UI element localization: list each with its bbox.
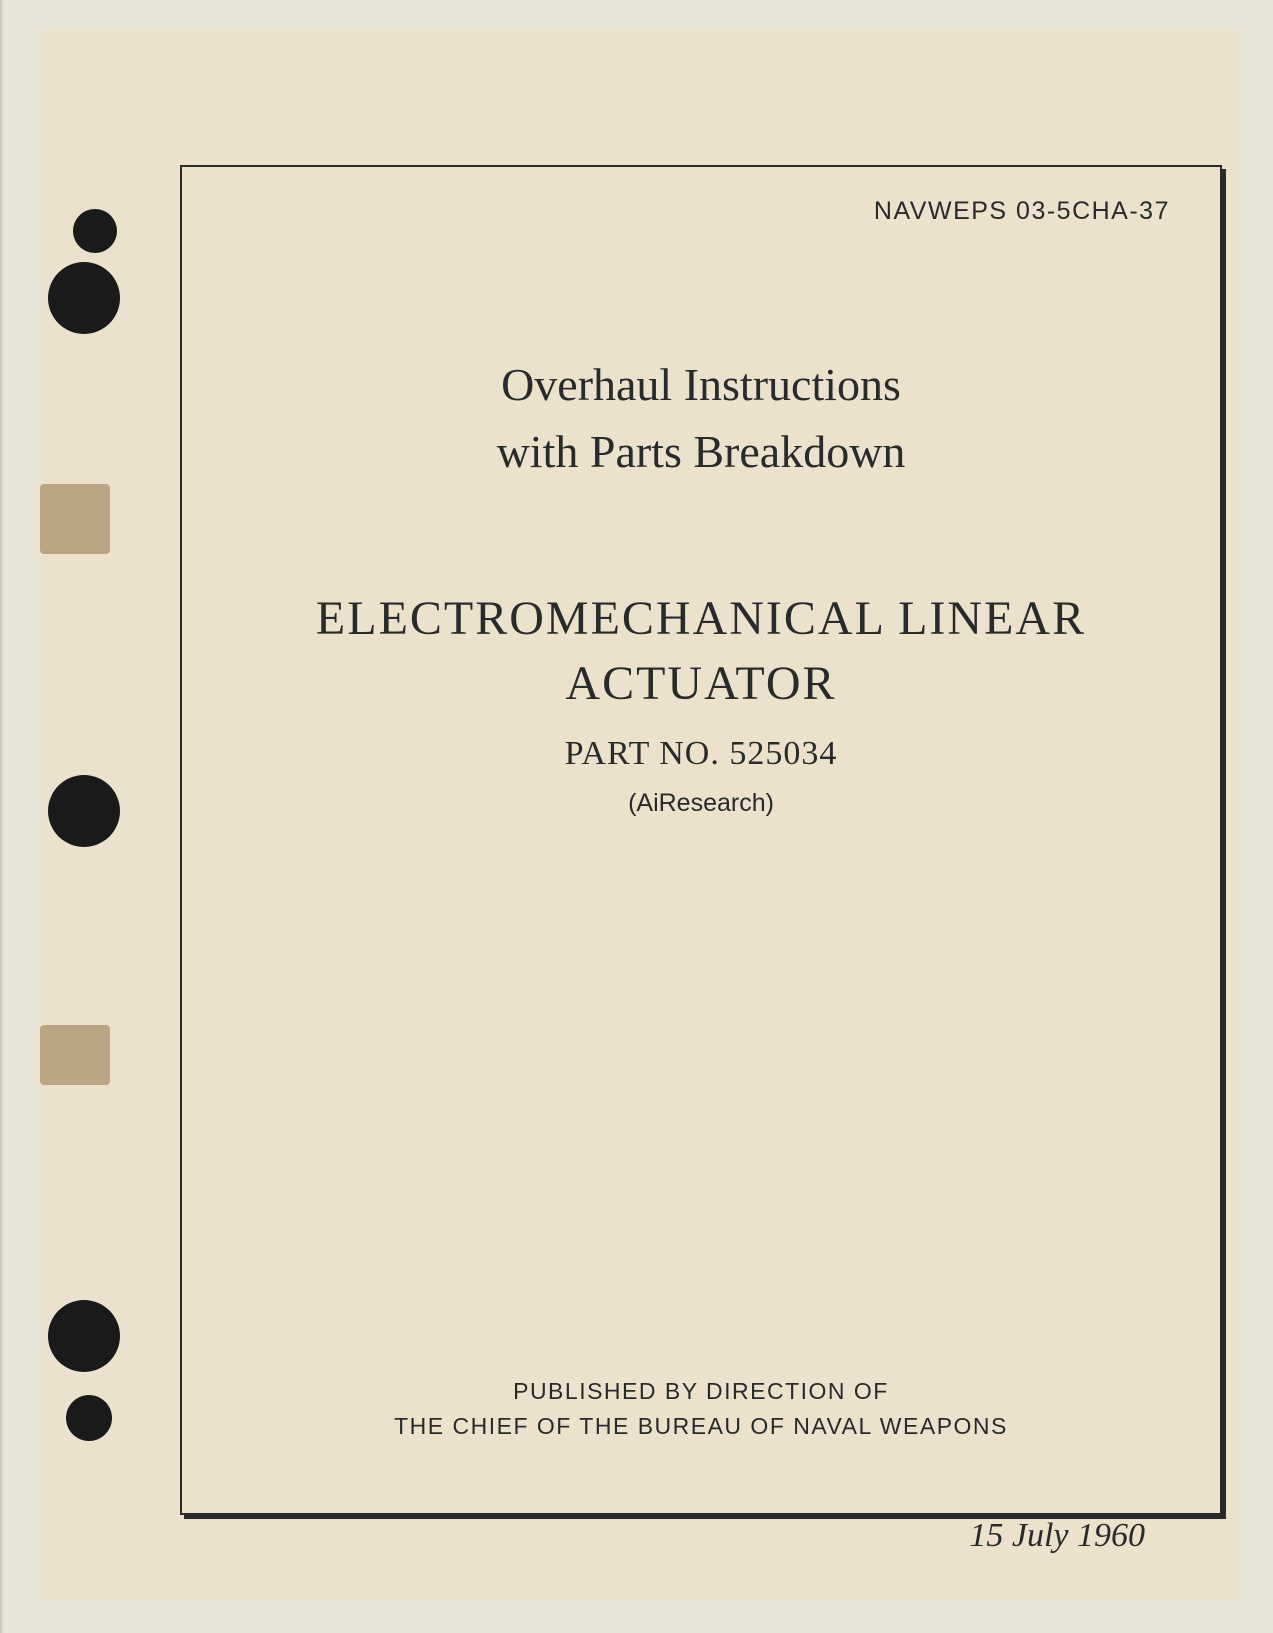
- part-number: PART NO. 525034: [182, 735, 1220, 773]
- document-subtitle: Overhaul Instructions with Parts Breakdo…: [182, 352, 1220, 485]
- document-date: 15 July 1960: [969, 1517, 1145, 1555]
- manufacturer: (AiResearch): [182, 789, 1220, 818]
- staple-mark: [40, 1025, 110, 1085]
- staple-mark: [40, 484, 110, 554]
- subtitle-line: with Parts Breakdown: [182, 419, 1220, 486]
- publisher-line: THE CHIEF OF THE BUREAU OF NAVAL WEAPONS: [182, 1409, 1220, 1444]
- page-edge-shadow: [0, 0, 4, 1633]
- title-line: ACTUATOR: [182, 652, 1220, 717]
- binder-hole: [48, 775, 120, 847]
- binder-hole: [48, 1300, 120, 1372]
- publisher-line: PUBLISHED BY DIRECTION OF: [182, 1374, 1220, 1409]
- binder-hole: [73, 209, 117, 253]
- title-line: ELECTROMECHANICAL LINEAR: [182, 587, 1220, 652]
- document-title: ELECTROMECHANICAL LINEAR ACTUATOR PART N…: [182, 587, 1220, 818]
- binder-hole: [66, 1395, 112, 1441]
- publisher-block: PUBLISHED BY DIRECTION OF THE CHIEF OF T…: [182, 1374, 1220, 1443]
- document-id: NAVWEPS 03-5CHA-37: [874, 197, 1170, 226]
- binder-hole: [48, 262, 120, 334]
- subtitle-line: Overhaul Instructions: [182, 352, 1220, 419]
- document-border: NAVWEPS 03-5CHA-37 Overhaul Instructions…: [180, 165, 1222, 1515]
- document-page: NAVWEPS 03-5CHA-37 Overhaul Instructions…: [40, 30, 1240, 1600]
